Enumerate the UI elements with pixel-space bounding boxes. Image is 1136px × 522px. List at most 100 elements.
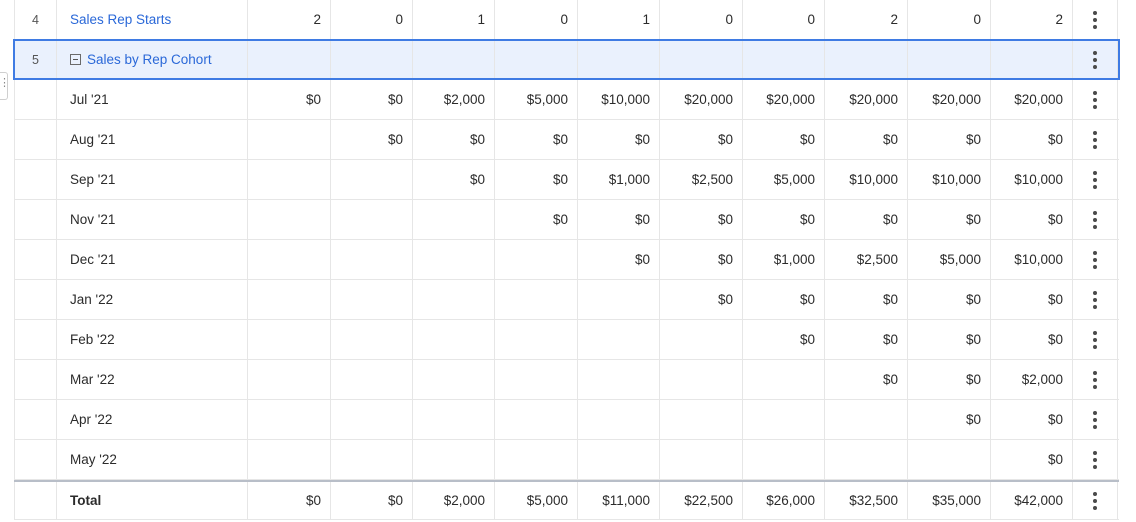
- cohort-row[interactable]: Nov '21 $0 $0 $0 $0 $0 $0 $0: [14, 200, 1119, 240]
- kebab-icon[interactable]: [1093, 250, 1097, 269]
- cohort-row[interactable]: Mar '22 $0 $0 $2,000: [14, 360, 1119, 400]
- value-cell[interactable]: $0: [578, 200, 660, 239]
- value-cell[interactable]: [908, 40, 991, 79]
- value-cell[interactable]: $0: [908, 360, 991, 399]
- value-cell[interactable]: [413, 240, 495, 279]
- cohort-row[interactable]: Jan '22 $0 $0 $0 $0 $0: [14, 280, 1119, 320]
- value-cell[interactable]: $2,000: [413, 482, 495, 519]
- value-cell[interactable]: $0: [908, 280, 991, 319]
- value-cell[interactable]: $0: [991, 200, 1073, 239]
- value-cell[interactable]: $0: [578, 120, 660, 159]
- value-cell[interactable]: $0: [413, 160, 495, 199]
- value-cell[interactable]: [331, 400, 413, 439]
- value-cell[interactable]: $0: [743, 120, 825, 159]
- value-cell[interactable]: [331, 280, 413, 319]
- value-cell[interactable]: [248, 120, 331, 159]
- value-cell[interactable]: $0: [991, 320, 1073, 359]
- value-cell[interactable]: $0: [495, 160, 578, 199]
- value-cell[interactable]: [331, 360, 413, 399]
- value-cell[interactable]: $0: [495, 120, 578, 159]
- cohort-row[interactable]: Aug '21 $0 $0 $0 $0 $0 $0 $0 $0 $0: [14, 120, 1119, 160]
- value-cell[interactable]: [660, 320, 743, 359]
- value-cell[interactable]: [991, 40, 1073, 79]
- value-cell[interactable]: $20,000: [660, 80, 743, 119]
- value-cell[interactable]: [248, 320, 331, 359]
- value-cell[interactable]: [413, 40, 495, 79]
- kebab-icon[interactable]: [1093, 130, 1097, 149]
- cohort-row[interactable]: Sep '21 $0 $0 $1,000 $2,500 $5,000 $10,000 $10,…: [14, 160, 1119, 200]
- row-label-cell[interactable]: Sales Rep Starts: [57, 0, 248, 39]
- value-cell[interactable]: [248, 200, 331, 239]
- value-cell[interactable]: 2: [991, 0, 1073, 39]
- value-cell[interactable]: [578, 440, 660, 479]
- value-cell[interactable]: $0: [825, 120, 908, 159]
- value-cell[interactable]: [413, 320, 495, 359]
- value-cell[interactable]: [743, 40, 825, 79]
- value-cell[interactable]: [248, 440, 331, 479]
- row-label[interactable]: Sales by Rep Cohort: [87, 52, 212, 67]
- value-cell[interactable]: [825, 40, 908, 79]
- value-cell[interactable]: [743, 400, 825, 439]
- kebab-icon[interactable]: [1093, 290, 1097, 309]
- value-cell[interactable]: $32,500: [825, 482, 908, 519]
- value-cell[interactable]: $0: [413, 120, 495, 159]
- value-cell[interactable]: $0: [743, 280, 825, 319]
- value-cell[interactable]: $10,000: [578, 80, 660, 119]
- value-cell[interactable]: $0: [825, 200, 908, 239]
- value-cell[interactable]: [743, 360, 825, 399]
- value-cell[interactable]: $0: [908, 120, 991, 159]
- value-cell[interactable]: [660, 440, 743, 479]
- value-cell[interactable]: $10,000: [908, 160, 991, 199]
- value-cell[interactable]: [331, 160, 413, 199]
- value-cell[interactable]: $5,000: [908, 240, 991, 279]
- value-cell[interactable]: [660, 400, 743, 439]
- value-cell[interactable]: $0: [743, 200, 825, 239]
- value-cell[interactable]: [660, 40, 743, 79]
- value-cell[interactable]: $10,000: [991, 240, 1073, 279]
- value-cell[interactable]: $20,000: [743, 80, 825, 119]
- value-cell[interactable]: [495, 280, 578, 319]
- value-cell[interactable]: $0: [660, 120, 743, 159]
- kebab-icon[interactable]: [1093, 491, 1097, 510]
- collapse-minus-icon[interactable]: [70, 54, 81, 65]
- value-cell[interactable]: 0: [331, 0, 413, 39]
- value-cell[interactable]: $0: [660, 240, 743, 279]
- value-cell[interactable]: [248, 280, 331, 319]
- value-cell[interactable]: 0: [743, 0, 825, 39]
- value-cell[interactable]: $2,500: [825, 240, 908, 279]
- value-cell[interactable]: 0: [660, 0, 743, 39]
- value-cell[interactable]: [331, 240, 413, 279]
- value-cell[interactable]: $2,000: [413, 80, 495, 119]
- cohort-row[interactable]: Feb '22 $0 $0 $0 $0: [14, 320, 1119, 360]
- value-cell[interactable]: $20,000: [908, 80, 991, 119]
- value-cell[interactable]: $0: [578, 240, 660, 279]
- value-cell[interactable]: [578, 320, 660, 359]
- value-cell[interactable]: [413, 400, 495, 439]
- value-cell[interactable]: [495, 320, 578, 359]
- value-cell[interactable]: [331, 40, 413, 79]
- value-cell[interactable]: [578, 360, 660, 399]
- value-cell[interactable]: $0: [991, 400, 1073, 439]
- table-row[interactable]: 4 Sales Rep Starts 2 0 1 0 1 0 0 2 0 2: [14, 0, 1119, 40]
- value-cell[interactable]: $0: [908, 320, 991, 359]
- cohort-row[interactable]: May '22 $0: [14, 440, 1119, 480]
- value-cell[interactable]: $5,000: [495, 80, 578, 119]
- value-cell[interactable]: $0: [825, 280, 908, 319]
- total-row[interactable]: Total $0 $0 $2,000 $5,000 $11,000 $22,500 $26,0…: [14, 480, 1119, 520]
- value-cell[interactable]: $0: [331, 482, 413, 519]
- kebab-icon[interactable]: [1093, 210, 1097, 229]
- value-cell[interactable]: $0: [908, 400, 991, 439]
- value-cell[interactable]: $0: [331, 80, 413, 119]
- value-cell[interactable]: [248, 40, 331, 79]
- value-cell[interactable]: [248, 160, 331, 199]
- value-cell[interactable]: $1,000: [743, 240, 825, 279]
- value-cell[interactable]: $20,000: [991, 80, 1073, 119]
- value-cell[interactable]: $26,000: [743, 482, 825, 519]
- value-cell[interactable]: [743, 440, 825, 479]
- value-cell[interactable]: 0: [908, 0, 991, 39]
- row-label[interactable]: Sales Rep Starts: [70, 12, 172, 27]
- value-cell[interactable]: $20,000: [825, 80, 908, 119]
- value-cell[interactable]: [495, 40, 578, 79]
- kebab-icon[interactable]: [1093, 410, 1097, 429]
- kebab-icon[interactable]: [1093, 90, 1097, 109]
